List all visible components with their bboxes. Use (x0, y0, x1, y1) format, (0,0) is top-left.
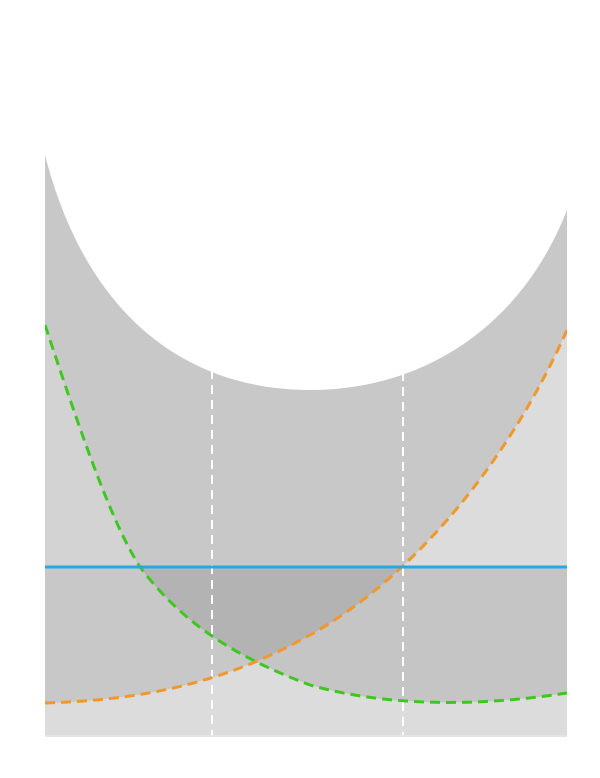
white-parabola (45, 155, 567, 390)
orange-curve (45, 329, 567, 705)
green-region (140, 567, 567, 703)
green-curve (45, 324, 567, 704)
plot-area (45, 155, 567, 735)
light-region (45, 325, 140, 567)
